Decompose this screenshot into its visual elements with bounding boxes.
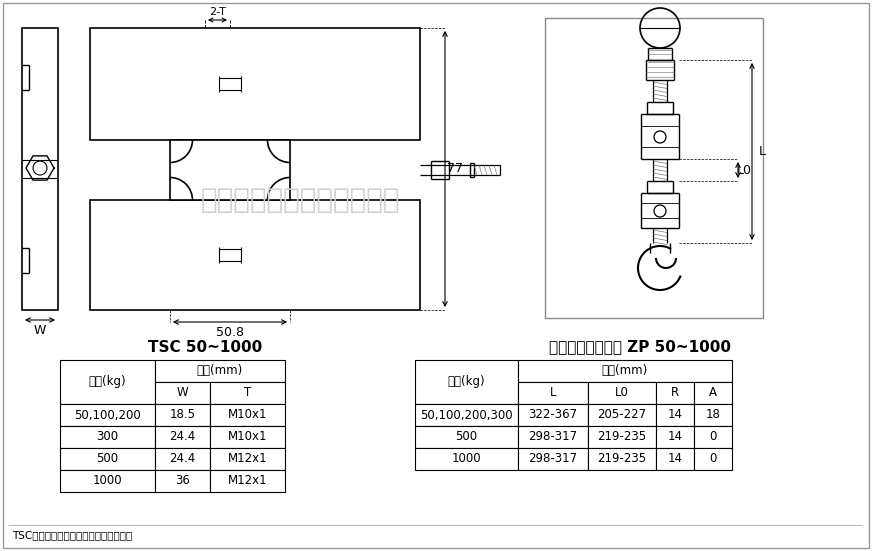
Text: 50,100,200: 50,100,200 [74,408,141,422]
Bar [155,382,210,404]
Bar [694,382,732,404]
Bar [415,426,518,448]
Text: 尺寸(mm): 尺寸(mm) [602,365,648,377]
Bar [518,448,588,470]
Text: 1000: 1000 [452,452,481,466]
Bar [210,448,285,470]
Text: 14: 14 [667,452,683,466]
Bar [210,382,285,404]
Text: 14: 14 [667,408,683,422]
Text: 关节轴承式连接件 ZP 50~1000: 关节轴承式连接件 ZP 50~1000 [549,339,731,354]
Bar [415,448,518,470]
Bar [656,426,694,448]
Bar [155,360,285,382]
Text: 18.5: 18.5 [169,408,195,422]
Text: L0: L0 [737,164,752,176]
Bar [588,404,656,426]
Text: M12x1: M12x1 [228,474,268,488]
Bar [694,448,732,470]
Bar [656,448,694,470]
Text: W: W [34,323,46,337]
Bar [518,404,588,426]
Bar [656,382,694,404]
Text: 14: 14 [667,430,683,444]
Text: 24.4: 24.4 [169,452,195,466]
Bar [210,470,285,492]
Bar [60,404,155,426]
Bar [155,404,210,426]
Bar [60,470,155,492]
Text: TSC 50~1000: TSC 50~1000 [148,339,262,354]
Text: 219-235: 219-235 [597,430,646,444]
Bar [60,360,155,404]
Bar [155,426,210,448]
Text: 298-317: 298-317 [528,430,577,444]
Bar [415,404,518,426]
Text: 219-235: 219-235 [597,452,646,466]
Bar [60,448,155,470]
Text: M12x1: M12x1 [228,452,268,466]
Bar [588,448,656,470]
Text: L: L [549,386,556,399]
Text: 36: 36 [175,474,190,488]
Bar [90,28,420,140]
Bar [518,360,732,382]
Bar [545,18,763,318]
Bar [694,426,732,448]
Text: A: A [709,386,717,399]
Bar [518,426,588,448]
Text: 尺寸(mm): 尺寸(mm) [197,365,243,377]
Text: 205-227: 205-227 [597,408,646,422]
Bar [22,28,58,310]
Text: L0: L0 [615,386,629,399]
Bar [155,470,210,492]
Bar [694,404,732,426]
Text: T: T [244,386,251,399]
Text: 300: 300 [97,430,119,444]
Bar [210,404,285,426]
Bar [588,426,656,448]
Bar [210,426,285,448]
Text: 0: 0 [709,452,717,466]
Text: L: L [759,145,766,158]
Text: 0: 0 [709,430,717,444]
Text: 500: 500 [97,452,119,466]
Text: 容量(kg): 容量(kg) [89,375,126,388]
Text: 24.4: 24.4 [169,430,195,444]
Bar [170,140,290,200]
Text: 322-367: 322-367 [528,408,577,422]
Text: 2-T: 2-T [209,7,226,17]
Text: 18: 18 [705,408,720,422]
Text: M10x1: M10x1 [228,430,267,444]
Bar [588,382,656,404]
Bar [518,382,588,404]
Text: TSC传感器另有拉杆式连接件可供选用。: TSC传感器另有拉杆式连接件可供选用。 [12,530,133,540]
Text: 500: 500 [455,430,478,444]
Text: 50.8: 50.8 [216,326,244,338]
Text: R: R [671,386,679,399]
Text: 50,100,200,300: 50,100,200,300 [420,408,513,422]
Bar [155,448,210,470]
Text: 298-317: 298-317 [528,452,577,466]
Bar [656,404,694,426]
Text: M10x1: M10x1 [228,408,267,422]
Bar [90,200,420,310]
Text: 容量(kg): 容量(kg) [447,375,486,388]
Text: 1000: 1000 [92,474,122,488]
Bar [60,426,155,448]
Text: 77: 77 [447,163,463,176]
Text: 广州兰瑟电子科技有限公司: 广州兰瑟电子科技有限公司 [201,186,399,214]
Bar [415,360,518,404]
Text: W: W [177,386,188,399]
